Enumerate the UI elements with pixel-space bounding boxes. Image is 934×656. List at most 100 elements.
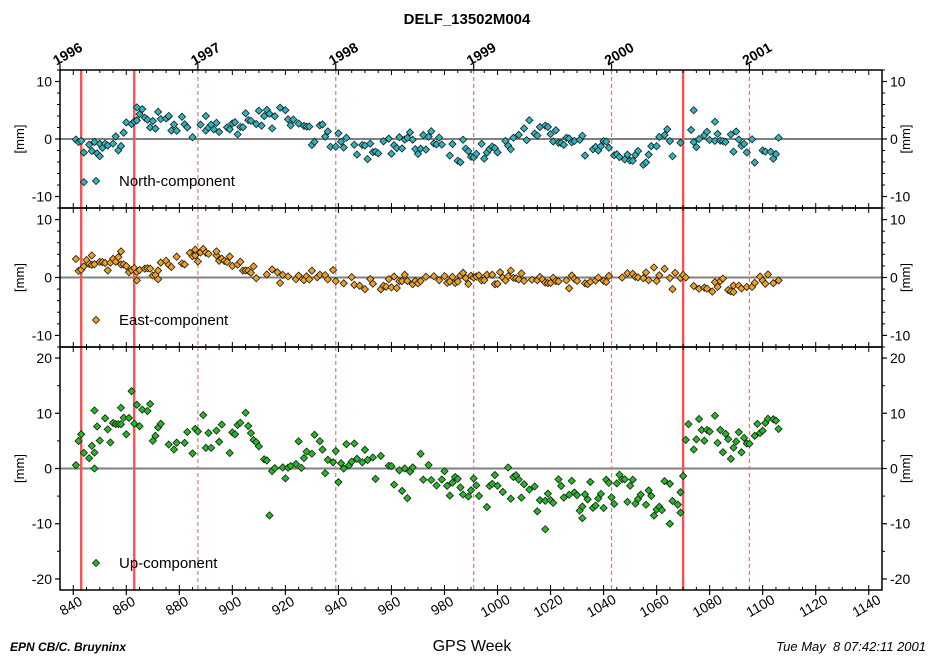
data-point <box>265 511 274 520</box>
data-point <box>636 490 645 499</box>
data-point <box>506 494 515 503</box>
data-point <box>172 438 181 447</box>
data-point <box>604 143 614 152</box>
data-point <box>647 491 656 501</box>
legend-label: Up-component <box>119 555 218 572</box>
data-point <box>387 461 396 471</box>
data-point <box>731 437 741 446</box>
data-point <box>360 445 370 454</box>
x-tick-label: 1120 <box>796 591 830 620</box>
data-point <box>172 126 181 135</box>
data-point <box>387 149 396 158</box>
data-point <box>273 268 282 277</box>
data-point <box>90 406 99 415</box>
data-point <box>183 123 192 132</box>
data-point <box>458 490 468 499</box>
data-point <box>397 486 407 496</box>
data-point <box>689 106 698 115</box>
data-point <box>320 469 330 478</box>
data-point <box>114 252 123 262</box>
data-point <box>262 456 271 465</box>
y-tick-label: -10 <box>890 516 910 532</box>
x-tick-label: 960 <box>375 593 403 619</box>
data-point <box>747 135 757 144</box>
data-point <box>440 467 449 476</box>
data-point <box>421 145 431 154</box>
data-point <box>193 427 203 436</box>
data-point <box>95 436 104 445</box>
legend-marker <box>91 315 101 325</box>
data-point <box>283 272 293 281</box>
data-point <box>132 276 142 285</box>
data-point <box>464 279 473 289</box>
data-point <box>718 448 728 457</box>
data-point <box>525 485 534 494</box>
data-point <box>556 481 566 491</box>
data-point <box>517 493 526 502</box>
data-point <box>490 470 500 480</box>
data-point <box>106 438 115 447</box>
data-point <box>639 273 648 283</box>
data-point <box>153 275 163 284</box>
data-point <box>586 477 595 487</box>
y-tick-label: 10 <box>890 405 906 421</box>
y-tick-label: 10 <box>36 212 52 228</box>
data-point <box>456 158 465 167</box>
data-point <box>169 120 179 129</box>
data-point <box>191 245 200 254</box>
data-point <box>254 442 264 451</box>
data-point <box>191 251 200 260</box>
data-point <box>466 486 476 495</box>
data-point <box>602 137 611 146</box>
data-point <box>771 416 781 425</box>
data-point <box>408 135 417 144</box>
data-point <box>381 282 391 291</box>
data-point <box>731 127 741 136</box>
data-point <box>591 501 600 510</box>
data-point <box>212 247 221 256</box>
data-point <box>416 144 425 153</box>
data-point <box>252 274 261 283</box>
data-point <box>660 476 669 486</box>
data-point <box>225 448 234 458</box>
data-point <box>716 425 725 435</box>
data-point <box>278 463 287 472</box>
data-point <box>169 445 179 454</box>
data-point <box>305 275 314 284</box>
data-point <box>87 146 96 156</box>
data-point <box>681 273 690 282</box>
data-point <box>514 475 523 484</box>
data-point <box>153 107 163 117</box>
data-point <box>116 403 126 412</box>
data-point <box>111 132 120 141</box>
x-tick-label: 1060 <box>637 591 672 621</box>
data-point <box>429 272 439 281</box>
data-point <box>739 139 749 149</box>
data-point <box>628 475 637 484</box>
data-point <box>652 276 661 286</box>
y-axis-label: [mm] <box>898 454 913 483</box>
data-point <box>726 454 736 463</box>
data-point <box>694 134 704 144</box>
data-point <box>753 419 762 429</box>
data-point <box>427 127 436 136</box>
data-point <box>432 140 441 149</box>
data-point <box>562 276 571 285</box>
data-point <box>742 148 751 157</box>
data-point <box>366 139 375 148</box>
data-point <box>172 252 181 261</box>
data-point <box>116 141 126 151</box>
data-point <box>315 437 325 446</box>
data-point <box>334 129 343 138</box>
data-point <box>710 117 720 126</box>
y-tick-label: -20 <box>890 571 910 587</box>
data-point <box>265 109 274 118</box>
data-point <box>692 435 701 444</box>
data-point <box>77 136 86 146</box>
data-point <box>92 422 102 431</box>
data-point <box>389 480 399 489</box>
data-point <box>559 493 568 502</box>
data-point <box>132 116 142 125</box>
data-point <box>270 463 279 473</box>
data-point <box>350 280 359 290</box>
